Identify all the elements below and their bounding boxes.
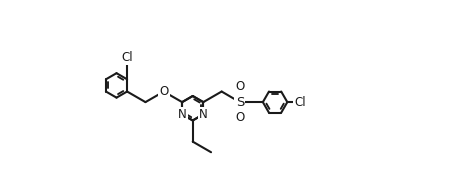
Text: S: S xyxy=(236,96,244,109)
Text: N: N xyxy=(178,108,186,121)
Text: N: N xyxy=(199,108,208,121)
Text: O: O xyxy=(159,85,168,98)
Text: O: O xyxy=(235,80,245,93)
Text: O: O xyxy=(235,112,245,124)
Text: Cl: Cl xyxy=(295,96,306,109)
Text: Cl: Cl xyxy=(121,50,133,64)
